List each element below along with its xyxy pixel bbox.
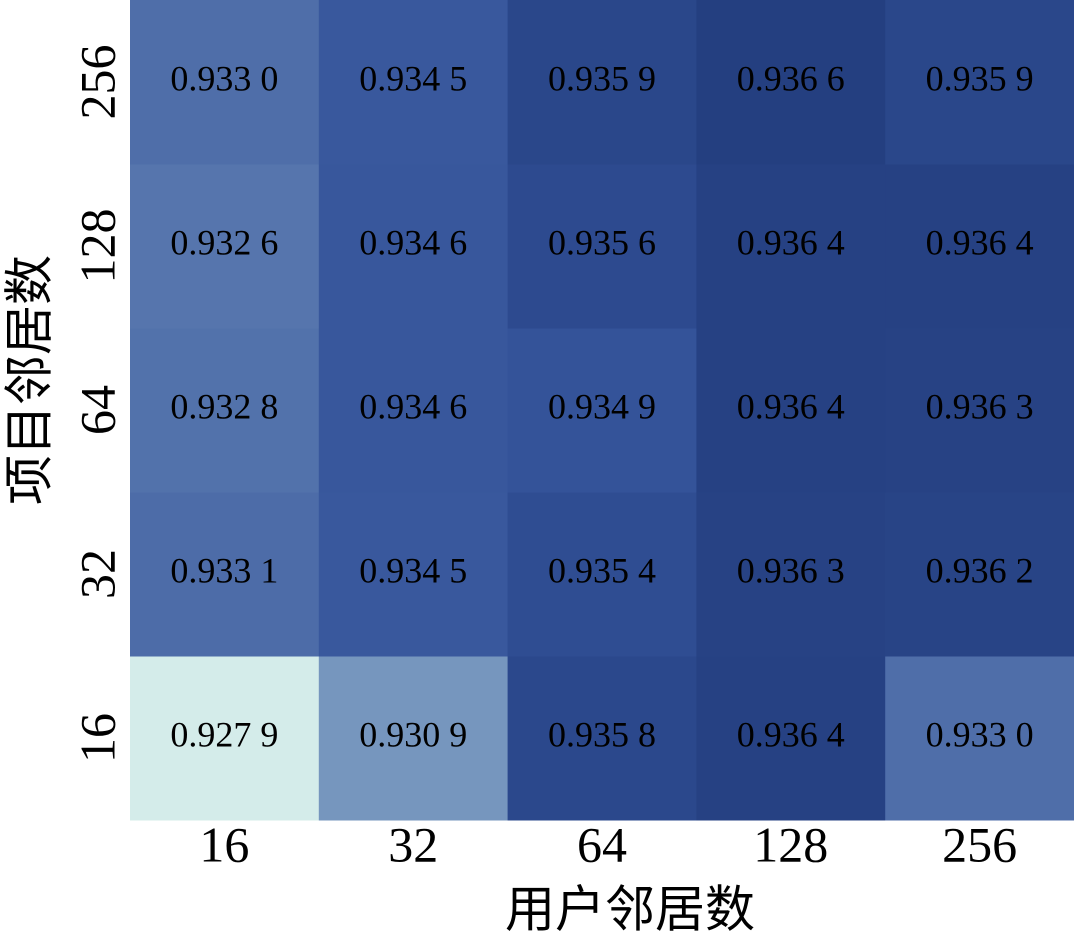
- heatmap-cell: [696, 656, 886, 821]
- heatmap-cell: [885, 0, 1074, 165]
- x-tick-label: 256: [942, 816, 1017, 872]
- heatmap-cell: [318, 492, 509, 657]
- heatmap-cell: [696, 492, 886, 657]
- heatmap-cell: [885, 656, 1074, 821]
- cell-label: 0.936 4: [926, 222, 1034, 262]
- heatmap-cell: [507, 328, 697, 493]
- cell-label: 0.936 4: [737, 222, 845, 262]
- cell-label: 0.935 4: [548, 550, 656, 590]
- y-tick-label: 256: [69, 45, 125, 120]
- heatmap-cell: [885, 328, 1074, 493]
- y-axis-title: 项目邻居数: [1, 255, 57, 505]
- heatmap-cell: [318, 656, 509, 821]
- x-tick-label: 128: [753, 816, 828, 872]
- cell-label: 0.936 3: [737, 550, 845, 590]
- cell-label: 0.935 6: [548, 222, 656, 262]
- x-axis-title: 用户邻居数: [505, 881, 755, 937]
- x-tick-label: 16: [199, 816, 249, 872]
- heatmap-cell: [696, 0, 886, 165]
- cell-label: 0.934 5: [359, 550, 467, 590]
- cell-label: 0.930 9: [359, 714, 467, 754]
- cell-label: 0.934 9: [548, 386, 656, 426]
- cell-label: 0.934 6: [359, 386, 467, 426]
- heatmap-cell: [507, 656, 697, 821]
- heatmap-cell: [885, 492, 1074, 657]
- y-tick-label: 32: [69, 549, 125, 599]
- heatmap-cell: [130, 492, 320, 657]
- heatmap-cell: [130, 0, 320, 165]
- cell-label: 0.936 4: [737, 714, 845, 754]
- cell-label: 0.934 6: [359, 222, 467, 262]
- heatmap-cell: [130, 656, 320, 821]
- cell-label: 0.933 1: [170, 550, 278, 590]
- heatmap-cell: [696, 328, 886, 493]
- cell-label: 0.935 9: [926, 58, 1034, 98]
- y-tick-label: 64: [69, 385, 125, 435]
- cell-label: 0.933 0: [170, 58, 278, 98]
- y-tick-label: 16: [69, 713, 125, 763]
- x-tick-label: 64: [577, 816, 627, 872]
- cell-label: 0.934 5: [359, 58, 467, 98]
- heatmap-cell: [507, 492, 697, 657]
- cell-label: 0.936 4: [737, 386, 845, 426]
- cell-label: 0.927 9: [170, 714, 278, 754]
- cell-label: 0.932 6: [170, 222, 278, 262]
- heatmap-cell: [507, 164, 697, 329]
- heatmap-cell: [696, 164, 886, 329]
- cell-label: 0.936 2: [926, 550, 1034, 590]
- x-tick-label: 32: [388, 816, 438, 872]
- heatmap-cell: [507, 0, 697, 165]
- cell-label: 0.935 9: [548, 58, 656, 98]
- heatmap-cell: [318, 164, 509, 329]
- cell-label: 0.935 8: [548, 714, 656, 754]
- heatmap-cell: [318, 328, 509, 493]
- cell-label: 0.936 6: [737, 58, 845, 98]
- cell-label: 0.936 3: [926, 386, 1034, 426]
- cell-label: 0.933 0: [926, 714, 1034, 754]
- cell-label: 0.932 8: [170, 386, 278, 426]
- heatmap-cell: [130, 164, 320, 329]
- heatmap-cell: [318, 0, 509, 165]
- y-tick-label: 128: [69, 209, 125, 284]
- heatmap-cell: [885, 164, 1074, 329]
- heatmap-cell: [130, 328, 320, 493]
